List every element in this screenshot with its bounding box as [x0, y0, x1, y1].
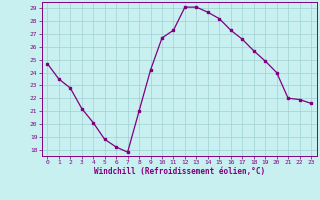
X-axis label: Windchill (Refroidissement éolien,°C): Windchill (Refroidissement éolien,°C): [94, 167, 265, 176]
